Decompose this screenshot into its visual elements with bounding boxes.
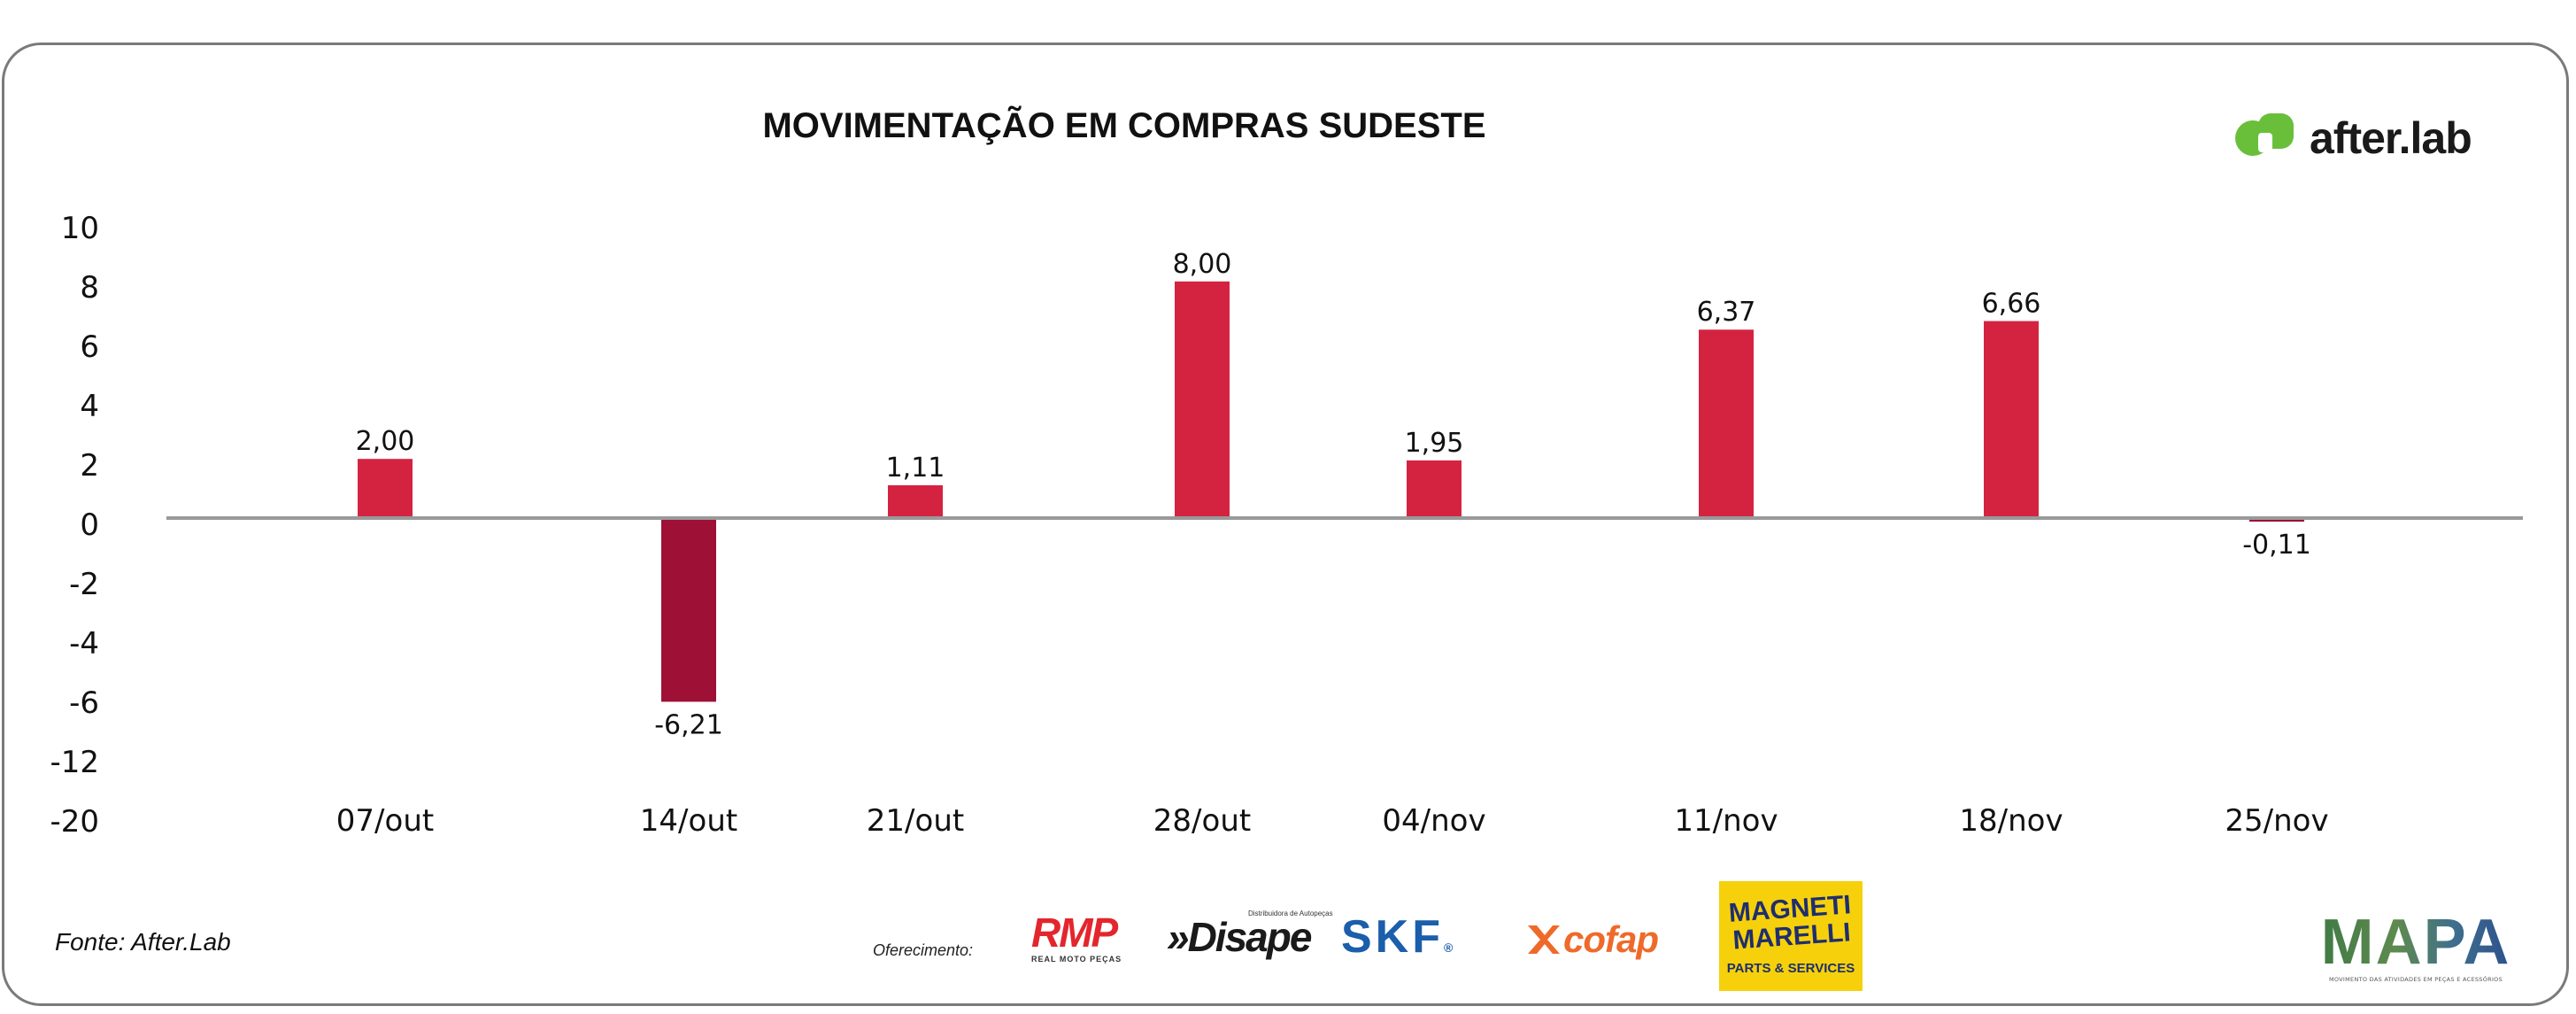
bar-value-label: 8,00 bbox=[1173, 249, 1232, 280]
y-tick-label: -20 bbox=[50, 804, 99, 840]
bar bbox=[358, 459, 413, 518]
mapa-logo: MAPA MOVIMENTO DAS ATIVIDADES EM PEÇAS E… bbox=[2318, 910, 2514, 983]
bar bbox=[1175, 281, 1230, 518]
y-tick-label: 10 bbox=[61, 211, 99, 246]
y-tick-label: -6 bbox=[69, 685, 99, 721]
rmp-tagline: REAL MOTO PEÇAS bbox=[1031, 955, 1122, 964]
skf-registered-mark: ® bbox=[1444, 940, 1454, 955]
rmp-logo-text: RMP bbox=[1031, 910, 1118, 956]
bar-value-label: 6,37 bbox=[1697, 297, 1756, 328]
bar bbox=[888, 484, 943, 518]
bar-chart: 10 8 6 4 2 0 -2 -4 -6 -12 -20 2,00 07/out -6,21 14/out… bbox=[50, 211, 2523, 840]
disape-logo-text: »Disape bbox=[1167, 914, 1312, 960]
y-tick-label: 2 bbox=[80, 448, 99, 484]
cofap-logo: cofap bbox=[1524, 918, 1659, 960]
x-tick-label: 25/nov bbox=[2225, 803, 2328, 839]
skf-logo: SKF® bbox=[1341, 914, 1453, 971]
y-tick-label: 6 bbox=[80, 329, 99, 365]
y-tick-label: 0 bbox=[80, 507, 99, 543]
x-tick-label: 21/out bbox=[867, 803, 964, 839]
x-tick-label: 28/out bbox=[1153, 803, 1251, 839]
y-tick-label: 8 bbox=[80, 270, 99, 306]
y-tick-label: 4 bbox=[80, 389, 99, 424]
cofap-x-icon bbox=[1528, 925, 1560, 954]
y-tick-label: -4 bbox=[69, 626, 99, 662]
mapa-tagline: MOVIMENTO DAS ATIVIDADES EM PEÇAS E ACES… bbox=[2328, 976, 2503, 983]
after-lab-logo-text: after.lab bbox=[2310, 113, 2472, 163]
y-tick-label: -2 bbox=[69, 567, 99, 602]
bar-value-label: -0,11 bbox=[2242, 530, 2311, 561]
x-tick-label: 18/nov bbox=[1959, 803, 2063, 839]
disape-logo: Distribuidora de Autopeças »Disape bbox=[1167, 910, 1333, 960]
chart-card bbox=[2, 43, 2569, 1006]
x-tick-label: 04/nov bbox=[1382, 803, 1485, 839]
bar bbox=[1699, 329, 1754, 518]
rmp-logo: RMP REAL MOTO PEÇAS bbox=[1031, 912, 1122, 964]
bar-value-label: 2,00 bbox=[356, 426, 415, 457]
source-note: Fonte: After.Lab bbox=[55, 928, 231, 956]
bar-value-label: 1,95 bbox=[1405, 428, 1464, 459]
mapa-logo-text: MAPA bbox=[2318, 910, 2514, 974]
chart-title: MOVIMENTAÇÃO EM COMPRAS SUDESTE bbox=[762, 106, 1486, 145]
cofap-logo-text: cofap bbox=[1563, 918, 1659, 960]
after-lab-logo: after.lab bbox=[2235, 112, 2472, 165]
skf-logo-text: SKF bbox=[1341, 911, 1444, 963]
disape-tagline: Distribuidora de Autopeças bbox=[1248, 910, 1333, 917]
bar-value-label: 1,11 bbox=[886, 453, 945, 484]
after-lab-logo-icon bbox=[2235, 113, 2294, 156]
magneti-marelli-logo-text: MAGNETI MARELLI bbox=[1727, 890, 1853, 956]
bar bbox=[1407, 460, 1462, 518]
bar bbox=[661, 518, 716, 702]
bar bbox=[1984, 321, 2039, 518]
magneti-marelli-logo: MAGNETI MARELLI PARTS & SERVICES bbox=[1719, 881, 1863, 991]
x-tick-label: 14/out bbox=[640, 803, 737, 839]
bar-value-label: 6,66 bbox=[1982, 289, 2041, 320]
x-tick-label: 11/nov bbox=[1674, 803, 1778, 839]
sponsor-label: Oferecimento: bbox=[873, 941, 974, 959]
y-tick-label: -12 bbox=[50, 745, 99, 780]
bar-value-label: -6,21 bbox=[654, 709, 723, 740]
x-tick-label: 07/out bbox=[336, 803, 434, 839]
magneti-marelli-tagline: PARTS & SERVICES bbox=[1726, 961, 1855, 976]
